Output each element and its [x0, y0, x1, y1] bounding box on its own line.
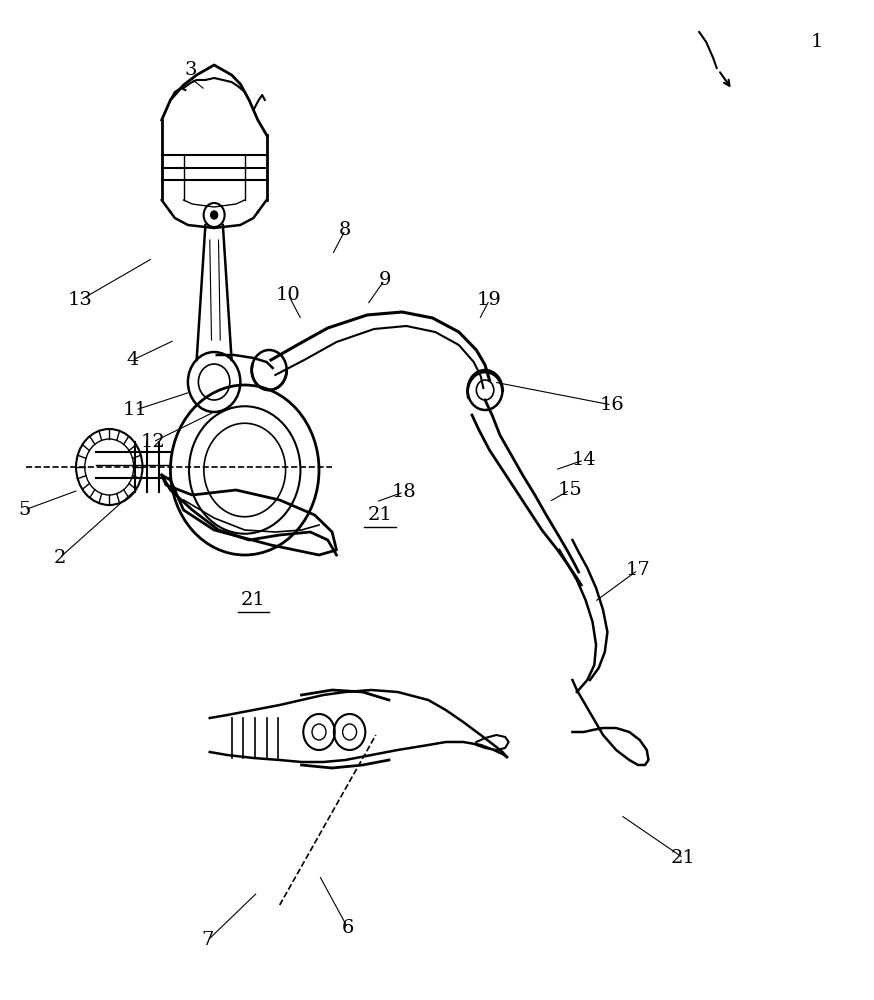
Text: 11: 11 [123, 401, 148, 419]
Text: 21: 21 [368, 506, 392, 524]
Text: 2: 2 [53, 549, 66, 567]
Text: 1: 1 [811, 33, 823, 51]
Text: 17: 17 [626, 561, 650, 579]
Text: 3: 3 [184, 61, 197, 79]
Text: 21: 21 [671, 849, 696, 867]
Text: 14: 14 [572, 451, 596, 469]
Circle shape [211, 211, 218, 219]
Text: 19: 19 [477, 291, 502, 309]
Text: 21: 21 [241, 591, 266, 609]
Text: 12: 12 [141, 433, 165, 451]
Text: 5: 5 [18, 501, 31, 519]
Text: 9: 9 [378, 271, 391, 289]
Text: 16: 16 [600, 396, 624, 414]
Text: 13: 13 [68, 291, 93, 309]
Text: 6: 6 [342, 919, 354, 937]
Text: 4: 4 [127, 351, 139, 369]
Text: 15: 15 [558, 481, 582, 499]
Text: 18: 18 [392, 483, 416, 501]
Text: 8: 8 [339, 221, 351, 239]
Text: 10: 10 [276, 286, 301, 304]
Text: 7: 7 [202, 931, 214, 949]
